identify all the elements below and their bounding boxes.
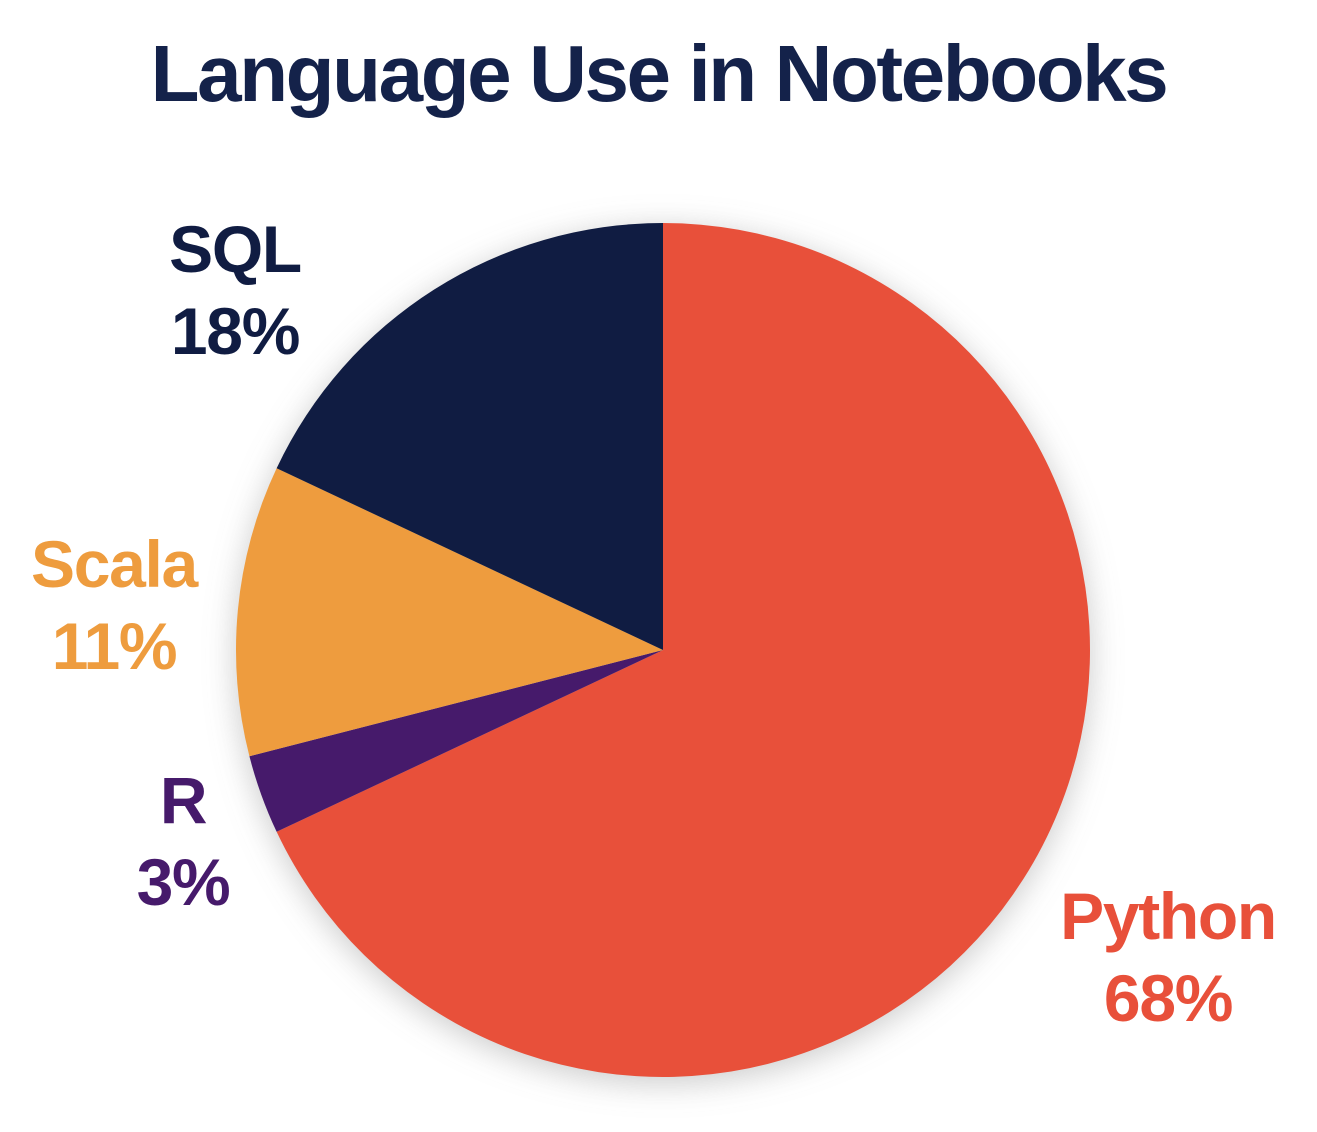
label-r-percent: 3% — [136, 845, 231, 919]
pie-slice-sql — [276, 223, 663, 650]
label-scala-percent: 11% — [51, 609, 178, 683]
label-python: Python 68% — [1060, 876, 1277, 1040]
label-r: R 3% — [136, 760, 231, 924]
pie-slice-r — [249, 650, 663, 832]
pie-slice-scala — [235, 468, 663, 757]
label-scala-name: Scala — [31, 527, 198, 602]
pie-slice-python — [276, 223, 1091, 1077]
chart-title: Language Use in Notebooks — [150, 29, 1169, 118]
label-scala: Scala 11% — [31, 524, 198, 688]
label-sql: SQL 18% — [169, 209, 302, 373]
label-sql-name: SQL — [169, 212, 302, 287]
label-python-percent: 68% — [1103, 961, 1233, 1035]
label-sql-percent: 18% — [170, 294, 300, 368]
label-r-name: R — [159, 763, 208, 838]
label-python-name: Python — [1060, 879, 1277, 954]
